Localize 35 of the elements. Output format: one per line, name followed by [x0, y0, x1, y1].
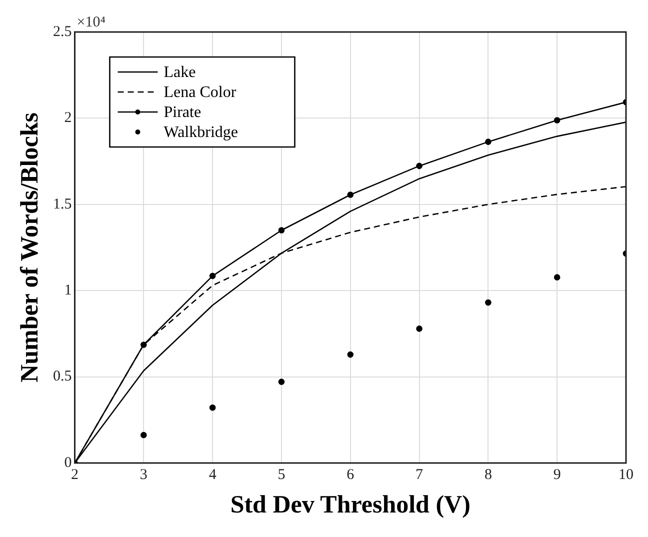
legend-label: Lake [164, 64, 196, 82]
x-tick-label: 10 [618, 466, 634, 483]
point [554, 274, 560, 280]
point [140, 432, 147, 438]
legend-label: Pirate [164, 104, 202, 122]
legend-label: Lena Color [164, 84, 237, 102]
point [347, 192, 354, 198]
y-tick-label: 1 [64, 282, 72, 299]
x-tick-label: 6 [346, 466, 355, 483]
text: ×10⁴ [76, 14, 106, 30]
point [347, 351, 354, 358]
x-tick-label: 4 [208, 466, 217, 483]
point [209, 272, 216, 280]
y-tick-label: 0.5 [53, 368, 72, 385]
point [140, 342, 147, 348]
y-axis-title: Number of Words/Blocks [16, 112, 44, 382]
point [485, 299, 492, 306]
x-tick-label: 9 [553, 466, 561, 483]
y-tick-label: 2 [64, 110, 72, 126]
point [278, 227, 285, 234]
point [554, 117, 560, 124]
x-tick-label: 7 [416, 466, 424, 483]
x-tick-label: 8 [484, 466, 492, 483]
x-tick-label: 3 [140, 466, 148, 483]
point [416, 162, 422, 170]
point [416, 326, 422, 332]
point [278, 378, 285, 385]
legend-label: Walkbridge [164, 124, 238, 142]
x-tick-label: 5 [278, 466, 286, 483]
y-tick-label: 2.5 [53, 24, 72, 40]
y-tick-label: 1.5 [53, 196, 72, 212]
point [209, 404, 216, 411]
y-tick-label: 0 [64, 454, 72, 471]
x-axis-title: Std Dev Threshold (V) [230, 491, 470, 518]
point [485, 138, 492, 145]
